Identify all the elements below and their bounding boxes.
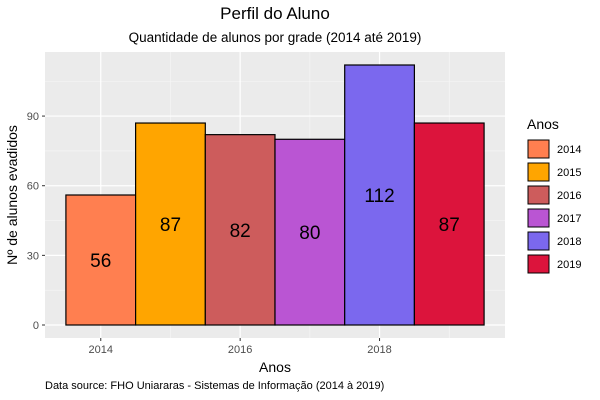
bars bbox=[65, 64, 485, 326]
y-tick-label: 30 bbox=[27, 250, 39, 262]
bar-value-label: 87 bbox=[439, 215, 460, 236]
bar-value-label: 56 bbox=[90, 251, 111, 272]
bar-value-label: 87 bbox=[160, 215, 181, 236]
legend-label: 2016 bbox=[557, 190, 581, 202]
legend-label: 2018 bbox=[557, 236, 581, 248]
legend-swatch-2017 bbox=[527, 208, 550, 228]
legend-label: 2015 bbox=[557, 167, 581, 179]
x-axis: 2014 2016 2018 bbox=[89, 338, 392, 356]
caption: Data source: FHO Uniararas - Sistemas de… bbox=[45, 380, 384, 392]
bar-2016 bbox=[204, 134, 276, 326]
legend-swatch-2014 bbox=[527, 139, 550, 159]
legend-swatch-2019 bbox=[527, 254, 550, 274]
x-tick-label: 2014 bbox=[89, 344, 113, 356]
legend-label: 2014 bbox=[557, 144, 581, 156]
legend-label: 2019 bbox=[557, 259, 581, 271]
legend-swatch-2015 bbox=[527, 162, 550, 182]
y-axis-label: Nº de alunos evadidos bbox=[4, 125, 20, 265]
bar-labels: 56 87 82 80 112 87 bbox=[90, 186, 460, 272]
y-tick-label: 0 bbox=[33, 320, 39, 332]
bar-value-label: 112 bbox=[364, 186, 394, 207]
bar-value-label: 80 bbox=[299, 223, 320, 244]
x-tick-label: 2016 bbox=[228, 344, 252, 356]
legend: Anos 2014 2015 2016 2017 2018 2019 bbox=[527, 116, 581, 274]
x-tick-label: 2018 bbox=[367, 344, 391, 356]
x-axis-label: Anos bbox=[259, 359, 291, 375]
legend-label: 2017 bbox=[557, 213, 581, 225]
chart-subtitle: Quantidade de alunos por grade (2014 até… bbox=[129, 30, 422, 45]
legend-swatch-2016 bbox=[527, 185, 550, 205]
bar-2019 bbox=[413, 122, 485, 326]
legend-title: Anos bbox=[527, 116, 559, 132]
bar-value-label: 82 bbox=[230, 221, 251, 242]
y-tick-label: 60 bbox=[27, 181, 39, 193]
y-tick-label: 90 bbox=[27, 111, 39, 123]
chart-title: Perfil do Aluno bbox=[220, 4, 330, 23]
y-axis: 0 30 60 90 bbox=[27, 111, 45, 332]
bar-2015 bbox=[135, 122, 206, 326]
legend-swatch-2018 bbox=[527, 231, 550, 251]
bar-2014 bbox=[65, 194, 137, 326]
